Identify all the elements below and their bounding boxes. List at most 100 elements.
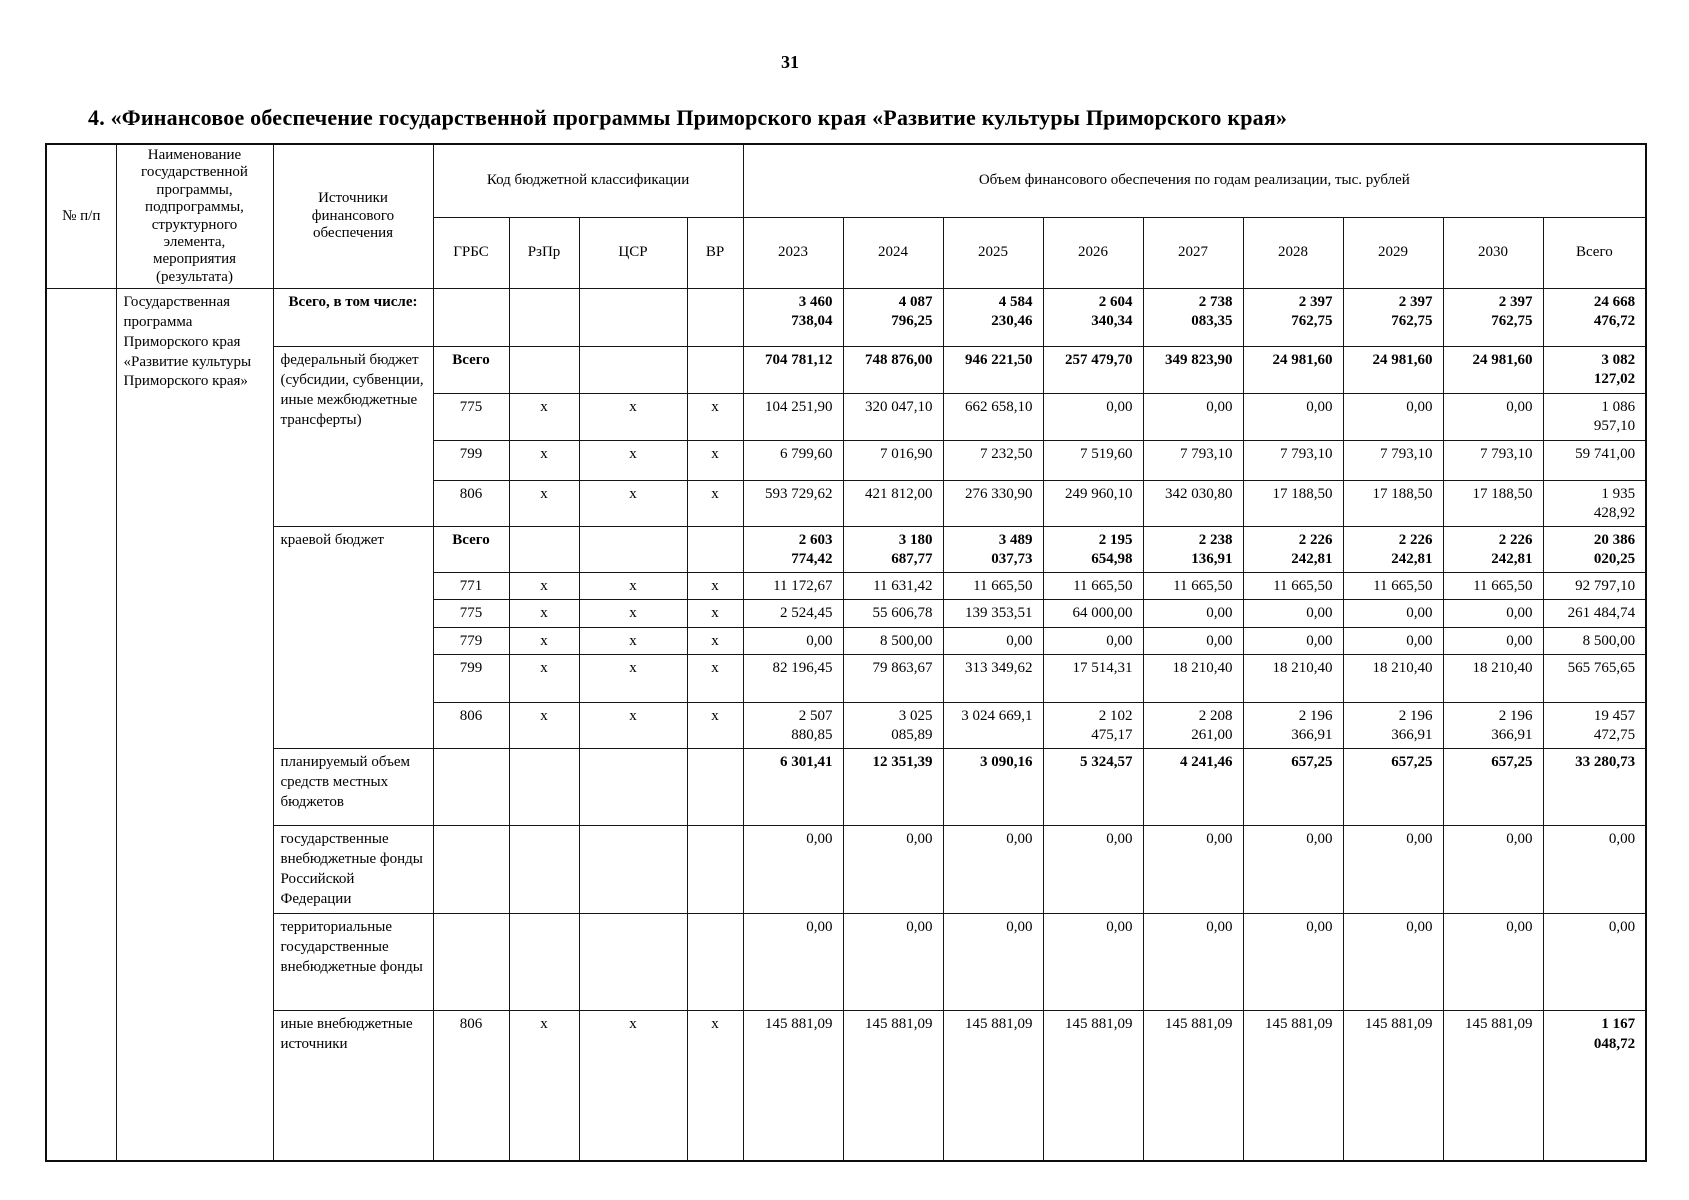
value-cell: 421 812,00 bbox=[842, 479, 944, 527]
value-cell: 349 823,90 bbox=[1142, 346, 1244, 394]
value-cell: 20 386 020,25 bbox=[1542, 525, 1647, 574]
value-cell: 276 330,90 bbox=[942, 479, 1044, 527]
value-cell: 0,00 bbox=[1142, 392, 1244, 441]
year-col-header: 2024 bbox=[842, 216, 944, 290]
value-cell: 313 349,62 bbox=[942, 653, 1044, 703]
code-col-header: ЦСР bbox=[578, 216, 688, 290]
vr-cell: x bbox=[686, 479, 744, 527]
grbs-cell: Всего bbox=[432, 346, 510, 394]
value-cell: 657,25 bbox=[1242, 748, 1344, 827]
value-cell: 7 793,10 bbox=[1142, 439, 1244, 481]
vr-cell bbox=[686, 288, 744, 348]
value-cell: 64 000,00 bbox=[1042, 599, 1144, 628]
col-header-num: № п/п bbox=[45, 143, 117, 290]
value-cell: 11 631,42 bbox=[842, 572, 944, 601]
value-cell: 0,00 bbox=[1342, 825, 1444, 915]
value-cell: 0,00 bbox=[1542, 913, 1647, 1012]
value-cell: 2 226 242,81 bbox=[1342, 525, 1444, 574]
value-cell: 565 765,65 bbox=[1542, 653, 1647, 703]
value-cell: 11 665,50 bbox=[942, 572, 1044, 601]
grbs-cell: Всего bbox=[432, 525, 510, 574]
csr-cell bbox=[578, 825, 688, 915]
value-cell: 8 500,00 bbox=[1542, 626, 1647, 655]
value-cell: 3 489 037,73 bbox=[942, 525, 1044, 574]
value-cell: 0,00 bbox=[742, 913, 844, 1012]
vr-cell bbox=[686, 525, 744, 574]
value-cell: 0,00 bbox=[1542, 825, 1647, 915]
value-cell: 7 793,10 bbox=[1342, 439, 1444, 481]
value-cell: 0,00 bbox=[1442, 599, 1544, 628]
value-cell: 7 016,90 bbox=[842, 439, 944, 481]
table-row: 775 x x x 2 524,45 55 606,78 139 353,51 64 000,… bbox=[46, 599, 1647, 628]
value-cell: 24 981,60 bbox=[1342, 346, 1444, 394]
vr-cell: x bbox=[686, 439, 744, 481]
rzpr-cell: x bbox=[508, 701, 580, 750]
value-cell: 145 881,09 bbox=[842, 1010, 944, 1162]
value-cell: 92 797,10 bbox=[1542, 572, 1647, 601]
csr-cell: x bbox=[578, 479, 688, 527]
value-cell: 3 025 085,89 bbox=[842, 701, 944, 750]
value-cell: 2 604 340,34 bbox=[1042, 288, 1144, 348]
value-cell: 4 241,46 bbox=[1142, 748, 1244, 827]
value-cell: 17 514,31 bbox=[1042, 653, 1144, 703]
value-cell: 0,00 bbox=[1042, 825, 1144, 915]
year-col-header: 2028 bbox=[1242, 216, 1344, 290]
table-row: территориальные государственные внебюдже… bbox=[46, 913, 1647, 1012]
value-cell: 2 738 083,35 bbox=[1142, 288, 1244, 348]
value-cell: 139 353,51 bbox=[942, 599, 1044, 628]
table-row: иные внебюджетные источники 806 x x x 145 881… bbox=[46, 1010, 1647, 1162]
table-body: Государственная программа Приморского кр… bbox=[45, 288, 1647, 1162]
value-cell: 0,00 bbox=[742, 825, 844, 915]
rzpr-cell bbox=[508, 825, 580, 915]
value-cell: 0,00 bbox=[1342, 599, 1444, 628]
value-cell: 1 086 957,10 bbox=[1542, 392, 1647, 441]
value-cell: 257 479,70 bbox=[1042, 346, 1144, 394]
value-cell: 3 024 669,1 bbox=[942, 701, 1044, 750]
grbs-cell bbox=[432, 913, 510, 1012]
grbs-cell bbox=[432, 288, 510, 348]
value-cell: 2 397 762,75 bbox=[1442, 288, 1544, 348]
code-col-header: РзПр bbox=[508, 216, 580, 290]
value-cell: 0,00 bbox=[1142, 599, 1244, 628]
value-cell: 0,00 bbox=[1342, 392, 1444, 441]
value-cell: 33 280,73 bbox=[1542, 748, 1647, 827]
vr-cell bbox=[686, 748, 744, 827]
grbs-cell: 799 bbox=[432, 439, 510, 481]
rzpr-cell bbox=[508, 346, 580, 394]
year-col-header: 2025 bbox=[942, 216, 1044, 290]
col-group-budget-code: Код бюджетной классификации bbox=[432, 143, 744, 218]
vr-cell: x bbox=[686, 626, 744, 655]
value-cell: 4 584 230,46 bbox=[942, 288, 1044, 348]
value-cell: 249 960,10 bbox=[1042, 479, 1144, 527]
value-cell: 0,00 bbox=[942, 913, 1044, 1012]
csr-cell: x bbox=[578, 653, 688, 703]
grbs-cell: 806 bbox=[432, 1010, 510, 1162]
csr-cell bbox=[578, 913, 688, 1012]
value-cell: 261 484,74 bbox=[1542, 599, 1647, 628]
value-cell: 0,00 bbox=[1042, 626, 1144, 655]
rzpr-cell bbox=[508, 913, 580, 1012]
value-cell: 0,00 bbox=[1442, 913, 1544, 1012]
vr-cell bbox=[686, 346, 744, 394]
rzpr-cell bbox=[508, 748, 580, 827]
value-cell: 55 606,78 bbox=[842, 599, 944, 628]
value-cell: 0,00 bbox=[1042, 913, 1144, 1012]
value-cell: 2 238 136,91 bbox=[1142, 525, 1244, 574]
table-row: федеральный бюджет (субсидии, субвенции,… bbox=[46, 346, 1647, 527]
value-cell: 19 457 472,75 bbox=[1542, 701, 1647, 750]
value-cell: 3 082 127,02 bbox=[1542, 346, 1647, 394]
table-row: государственные внебюджетные фонды Росси… bbox=[46, 825, 1647, 915]
value-cell: 104 251,90 bbox=[742, 392, 844, 441]
value-cell: 6 799,60 bbox=[742, 439, 844, 481]
table-row: краевой бюджет Всего 2 603 774,42 3 180 687… bbox=[46, 525, 1647, 750]
grbs-cell: 806 bbox=[432, 701, 510, 750]
value-cell: 7 232,50 bbox=[942, 439, 1044, 481]
year-col-header: 2029 bbox=[1342, 216, 1444, 290]
value-cell: 2 397 762,75 bbox=[1342, 288, 1444, 348]
value-cell: 2 524,45 bbox=[742, 599, 844, 628]
rzpr-cell: x bbox=[508, 653, 580, 703]
value-cell: 11 172,67 bbox=[742, 572, 844, 601]
value-cell: 1 167 048,72 bbox=[1542, 1010, 1647, 1162]
value-cell: 18 210,40 bbox=[1342, 653, 1444, 703]
table-row: планируемый объем средств местных бюджет… bbox=[46, 748, 1647, 827]
